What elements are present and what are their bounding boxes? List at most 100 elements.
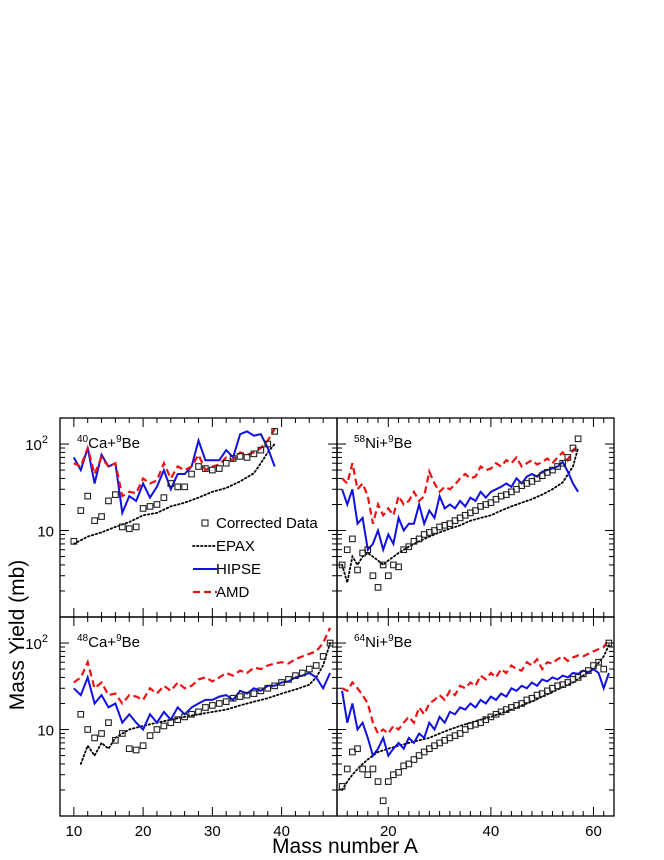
- data-point: [222, 698, 230, 706]
- series-amd-line: [73, 627, 332, 706]
- data-point: [202, 465, 209, 472]
- data-point: [369, 765, 377, 773]
- data-point: [118, 523, 126, 531]
- legend-item-data: Corrected Data: [201, 515, 318, 532]
- data-point: [410, 756, 418, 763]
- data-point: [384, 778, 392, 785]
- legend-label: EPAX: [216, 538, 255, 555]
- data-point: [343, 765, 351, 773]
- panel-0: 10 102 40Ca+9Be: [25, 417, 338, 618]
- series-hipse-line: [73, 671, 332, 732]
- data-point: [431, 527, 438, 534]
- series-epax-line: [72, 443, 276, 545]
- data-point: [139, 505, 147, 512]
- data-point: [167, 719, 175, 727]
- legend-label: HIPSE: [216, 561, 261, 578]
- y-tick-label: 10: [37, 723, 54, 740]
- data-point: [174, 716, 182, 724]
- data-point: [84, 492, 92, 500]
- series-amd-line: [341, 445, 579, 524]
- data-point: [326, 639, 334, 647]
- data-point: [285, 676, 292, 683]
- data-point: [456, 730, 464, 737]
- data-point: [518, 700, 526, 707]
- data-point: [600, 665, 608, 673]
- data-point: [374, 778, 382, 785]
- panel-1: 58Ni+9Be: [336, 417, 615, 618]
- data-point: [513, 485, 520, 493]
- data-point: [160, 722, 168, 730]
- series-epax-line: [341, 644, 610, 791]
- data-point: [229, 455, 237, 462]
- data-point: [354, 566, 361, 574]
- series-hipse-line: [341, 460, 579, 554]
- plot-area: [338, 435, 582, 591]
- data-point: [209, 702, 216, 709]
- x-tick-label: 40: [483, 823, 500, 840]
- x-axis-label: Mass number A: [272, 835, 418, 858]
- data-point: [250, 690, 258, 697]
- data-point: [271, 682, 279, 690]
- series-hipse-line: [341, 667, 610, 758]
- data-point: [174, 483, 182, 491]
- data-point: [257, 687, 265, 695]
- y-tick-label: 10: [37, 524, 54, 541]
- data-point: [250, 450, 258, 458]
- data-point: [384, 572, 392, 580]
- data-point: [202, 704, 209, 711]
- data-point: [405, 543, 413, 551]
- data-point: [118, 730, 126, 737]
- plot-area: [70, 428, 279, 545]
- x-tick-label: 20: [380, 823, 397, 840]
- data-point: [595, 658, 602, 666]
- series-epax-line: [79, 642, 331, 765]
- data-point: [167, 480, 175, 487]
- data-point: [229, 694, 237, 702]
- data-point: [369, 572, 377, 580]
- data-point: [243, 691, 251, 699]
- data-point: [91, 734, 98, 742]
- data-point: [139, 742, 147, 750]
- panel-title: 64Ni+9Be: [354, 633, 412, 651]
- data-point: [359, 765, 366, 773]
- data-point: [105, 497, 112, 505]
- data-point: [125, 525, 133, 533]
- data-point: [605, 639, 613, 647]
- data-point: [77, 710, 85, 718]
- panel-title: 48Ca+9Be: [77, 633, 140, 651]
- series-epax-line: [341, 447, 579, 583]
- data-point: [77, 507, 85, 514]
- data-point: [195, 708, 202, 716]
- data-point: [574, 435, 582, 443]
- legend-marker: [201, 519, 209, 527]
- data-point: [236, 453, 244, 460]
- data-point: [243, 454, 251, 461]
- data-point: [364, 771, 372, 779]
- legend-label: AMD: [216, 584, 250, 601]
- data-point: [395, 768, 402, 776]
- data-point: [188, 470, 195, 478]
- data-point: [160, 494, 168, 501]
- data-point: [146, 732, 154, 739]
- panel-title: 40Ca+9Be: [77, 434, 140, 452]
- panel-3: 20 40 60 64Ni+9Be: [336, 616, 615, 840]
- data-point: [305, 665, 313, 673]
- data-point: [415, 535, 423, 543]
- data-point: [349, 535, 356, 543]
- data-point: [91, 517, 98, 525]
- data-point: [125, 745, 133, 753]
- legend-label: Corrected Data: [216, 515, 318, 532]
- data-point: [338, 783, 346, 790]
- data-point: [257, 446, 265, 454]
- data-point: [222, 459, 230, 467]
- data-point: [278, 679, 285, 686]
- data-point: [146, 503, 154, 510]
- x-tick-label: 10: [66, 823, 83, 840]
- data-point: [264, 684, 272, 692]
- panel-frame: [336, 616, 615, 817]
- panel-title: 58Ni+9Be: [354, 434, 412, 452]
- plot-area: [73, 627, 334, 765]
- data-point: [271, 428, 279, 435]
- series-amd-line: [73, 428, 276, 498]
